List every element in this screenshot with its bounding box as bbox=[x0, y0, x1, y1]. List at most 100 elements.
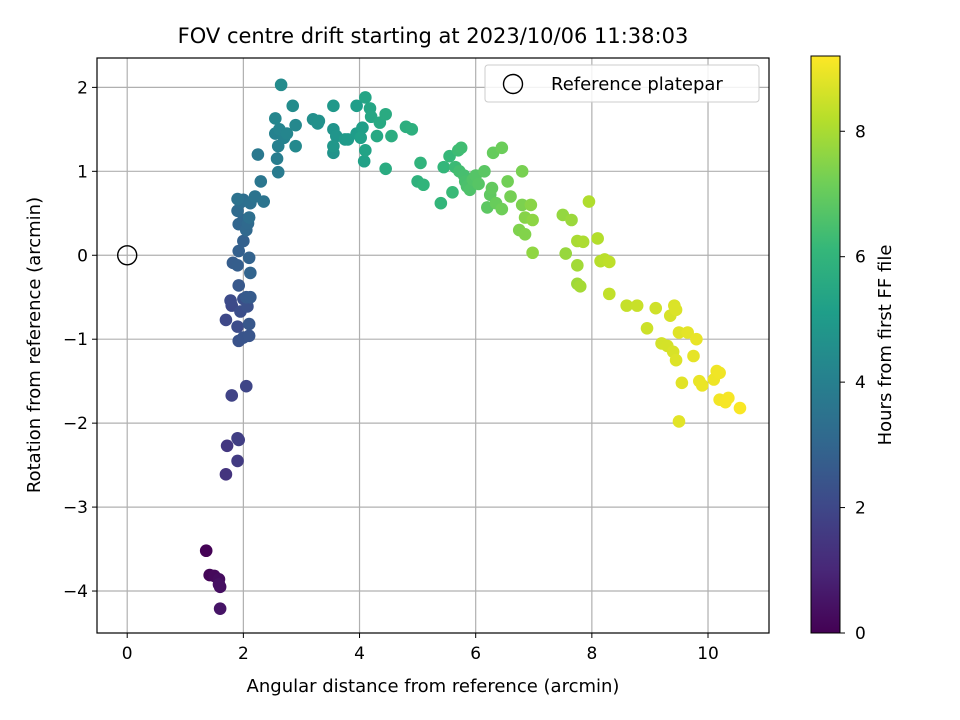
colorbar bbox=[810, 55, 841, 634]
data-point bbox=[713, 366, 726, 380]
data-point bbox=[526, 213, 539, 227]
data-point bbox=[672, 326, 686, 339]
data-point bbox=[242, 251, 256, 265]
y-tick-label: −3 bbox=[63, 498, 88, 518]
y-axis-label: Rotation from reference (arcmin) bbox=[24, 197, 45, 493]
data-point bbox=[231, 259, 244, 272]
data-point bbox=[515, 165, 529, 178]
data-point bbox=[576, 235, 590, 249]
colorbar-tick-label: 4 bbox=[855, 373, 866, 393]
data-point bbox=[220, 439, 234, 453]
data-point bbox=[485, 181, 499, 195]
data-point bbox=[242, 211, 256, 224]
colorbar-tick-label: 2 bbox=[855, 499, 866, 519]
data-point bbox=[501, 175, 514, 188]
data-point bbox=[733, 401, 747, 415]
reference-platepar-marker bbox=[117, 245, 138, 266]
y-tick-label: −4 bbox=[63, 582, 88, 602]
data-point bbox=[354, 131, 367, 145]
data-point bbox=[244, 266, 257, 280]
data-point bbox=[434, 196, 448, 210]
data-point bbox=[405, 123, 419, 136]
data-point bbox=[630, 299, 644, 312]
data-point bbox=[681, 326, 694, 339]
data-point bbox=[495, 141, 509, 155]
data-point bbox=[327, 99, 340, 113]
data-point bbox=[565, 213, 578, 227]
x-tick-label: 4 bbox=[354, 644, 365, 664]
y-tick-label: 2 bbox=[77, 78, 88, 98]
data-point bbox=[257, 195, 270, 208]
data-point bbox=[379, 107, 392, 121]
data-point bbox=[231, 454, 244, 468]
data-point bbox=[672, 415, 686, 428]
data-point bbox=[518, 227, 532, 241]
data-point bbox=[239, 379, 253, 393]
data-point bbox=[437, 160, 451, 174]
y-tick-label: 0 bbox=[77, 246, 88, 266]
data-point bbox=[675, 376, 689, 390]
data-point bbox=[242, 329, 256, 343]
data-point bbox=[269, 112, 282, 125]
data-point bbox=[446, 186, 459, 199]
data-point bbox=[573, 280, 587, 293]
legend-label: Reference platepar bbox=[551, 74, 723, 95]
data-point bbox=[327, 139, 340, 153]
data-point bbox=[199, 544, 213, 558]
legend-open-circle-marker bbox=[502, 73, 524, 95]
data-point bbox=[254, 175, 268, 188]
data-point bbox=[695, 379, 709, 392]
data-point bbox=[571, 259, 584, 272]
colorbar-label: Hours from first FF file bbox=[875, 245, 896, 446]
x-tick-label: 10 bbox=[697, 644, 719, 664]
data-point bbox=[219, 313, 233, 327]
data-point bbox=[270, 152, 284, 166]
colorbar-tick-label: 8 bbox=[855, 122, 866, 142]
data-point bbox=[232, 279, 246, 292]
data-point bbox=[526, 246, 539, 260]
data-point bbox=[244, 290, 257, 304]
x-tick-label: 6 bbox=[470, 644, 481, 664]
data-point bbox=[478, 165, 491, 178]
x-tick-label: 8 bbox=[586, 644, 597, 664]
data-point bbox=[231, 320, 244, 333]
data-point bbox=[515, 198, 529, 212]
data-point bbox=[620, 299, 634, 312]
data-point bbox=[274, 78, 288, 92]
data-point bbox=[649, 301, 663, 315]
y-tick-label: −1 bbox=[63, 330, 88, 350]
data-point bbox=[359, 144, 372, 157]
y-tick-label: −2 bbox=[63, 414, 88, 434]
data-point bbox=[357, 154, 371, 168]
data-point bbox=[690, 332, 703, 346]
data-point bbox=[251, 148, 265, 161]
data-point bbox=[213, 602, 227, 615]
data-point bbox=[356, 121, 369, 134]
colorbar-ticks: 0 2 4 6 8 bbox=[840, 122, 866, 644]
data-point bbox=[669, 353, 683, 367]
data-point bbox=[370, 129, 384, 143]
legend-box bbox=[484, 64, 760, 103]
colorbar-tick-label: 6 bbox=[855, 248, 866, 268]
data-point bbox=[231, 431, 244, 445]
data-point bbox=[379, 162, 392, 176]
data-point bbox=[225, 389, 239, 402]
data-point bbox=[454, 141, 468, 155]
colorbar-tick-label: 0 bbox=[855, 624, 866, 644]
data-point bbox=[559, 247, 573, 260]
y-tick-label: 1 bbox=[77, 162, 88, 182]
data-point bbox=[280, 127, 294, 140]
data-point bbox=[640, 321, 654, 335]
data-point bbox=[271, 165, 285, 179]
data-point bbox=[224, 294, 237, 307]
data-point bbox=[417, 178, 430, 192]
data-point bbox=[385, 129, 398, 143]
data-point bbox=[289, 118, 302, 132]
plot-area-frame bbox=[96, 57, 770, 634]
data-point bbox=[591, 232, 604, 245]
data-point bbox=[232, 244, 246, 258]
data-point bbox=[602, 287, 616, 301]
data-point bbox=[350, 99, 363, 113]
data-point bbox=[687, 349, 700, 363]
